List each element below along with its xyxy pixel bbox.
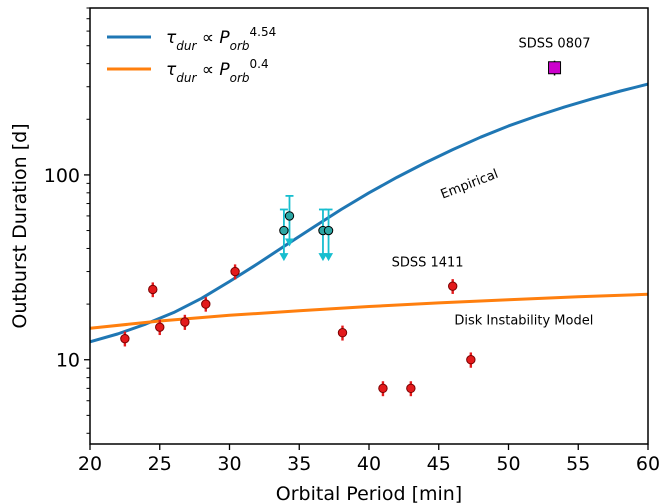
sdss-1411-label: SDSS 1411 [392, 255, 464, 270]
data-marker [201, 299, 211, 309]
upper-limit-marker [279, 208, 289, 262]
data-point [120, 331, 130, 347]
legend-entry: τdur ∝ Porb4.54 [107, 25, 276, 53]
legend-label-rel: ∝ [196, 60, 219, 80]
legend-label-var: P [219, 28, 230, 48]
legend-entry: τdur ∝ Porb0.4 [107, 57, 269, 85]
sdss-0807-label: SDSS 0807 [519, 36, 591, 51]
upper-limit-arrow [279, 253, 289, 262]
legend-label-var-sub: orb [230, 71, 250, 85]
upper-limit-arrow [284, 238, 294, 247]
y-axis-title: Outburst Duration [d] [9, 123, 31, 328]
legend-label: τdur ∝ Porb4.54 [166, 25, 276, 53]
x-tick-label: 40 [357, 453, 381, 475]
upper-limit-marker [323, 208, 334, 262]
upper-limit-point [284, 211, 295, 221]
legend-label-base: τ [166, 60, 177, 80]
data-point [448, 279, 458, 294]
x-tick-label: 20 [78, 453, 102, 475]
legend-label-exp: 0.4 [250, 57, 269, 71]
data-point [180, 314, 190, 330]
data-point [466, 352, 476, 368]
data-point [406, 381, 416, 397]
empirical-curve [90, 82, 648, 344]
data-point [230, 264, 240, 280]
x-tick-label: 30 [217, 453, 241, 475]
data-markers [120, 60, 562, 397]
data-point [155, 320, 165, 336]
data-marker [337, 328, 348, 338]
data-marker [406, 383, 416, 394]
data-marker [230, 266, 240, 277]
y-tick-label: 100 [44, 165, 80, 187]
disk-instability-label: Disk Instability Model [454, 314, 593, 329]
x-tick-label: 60 [636, 453, 660, 475]
plot-area [90, 8, 648, 444]
axes: 20 25 30 35 40 45 50 55 60 10 100 Orbital Period [m… [9, 7, 660, 504]
data-marker [120, 333, 130, 344]
data-marker [148, 284, 158, 295]
data-point [201, 297, 211, 312]
data-point [378, 381, 388, 397]
upper-limit-marker [284, 194, 295, 247]
data-point [337, 325, 348, 341]
legend-label-base-sub: dur [176, 39, 197, 53]
legend-label-var-sub: orb [230, 39, 250, 53]
data-marker [180, 317, 190, 327]
data-marker [448, 281, 458, 291]
x-axis-title: Orbital Period [min] [276, 483, 462, 504]
x-tick-label: 25 [148, 453, 172, 475]
x-tick-label: 35 [287, 453, 311, 475]
x-tick-label: 55 [566, 453, 590, 475]
data-marker [466, 355, 476, 365]
x-tick-label: 50 [496, 453, 520, 475]
legend-label-base-sub: dur [176, 71, 197, 85]
data-point [148, 282, 158, 298]
legend-label-var: P [219, 60, 230, 80]
legend-label-exp: 4.54 [250, 25, 277, 39]
data-marker [155, 322, 165, 332]
upper-limit-point [323, 225, 334, 236]
sdss-0807-point [548, 60, 562, 76]
legend-label: τdur ∝ Porb0.4 [166, 57, 269, 85]
x-tick-label: 45 [427, 453, 451, 475]
y-tick-label: 10 [56, 350, 80, 372]
legend-label-rel: ∝ [196, 28, 219, 48]
plot-background [90, 8, 648, 444]
upper-limit-arrow [324, 253, 334, 262]
sdss-0807-marker [548, 61, 562, 75]
data-marker [378, 383, 388, 394]
upper-limit-point [279, 225, 289, 236]
legend-label-base: τ [166, 28, 177, 48]
